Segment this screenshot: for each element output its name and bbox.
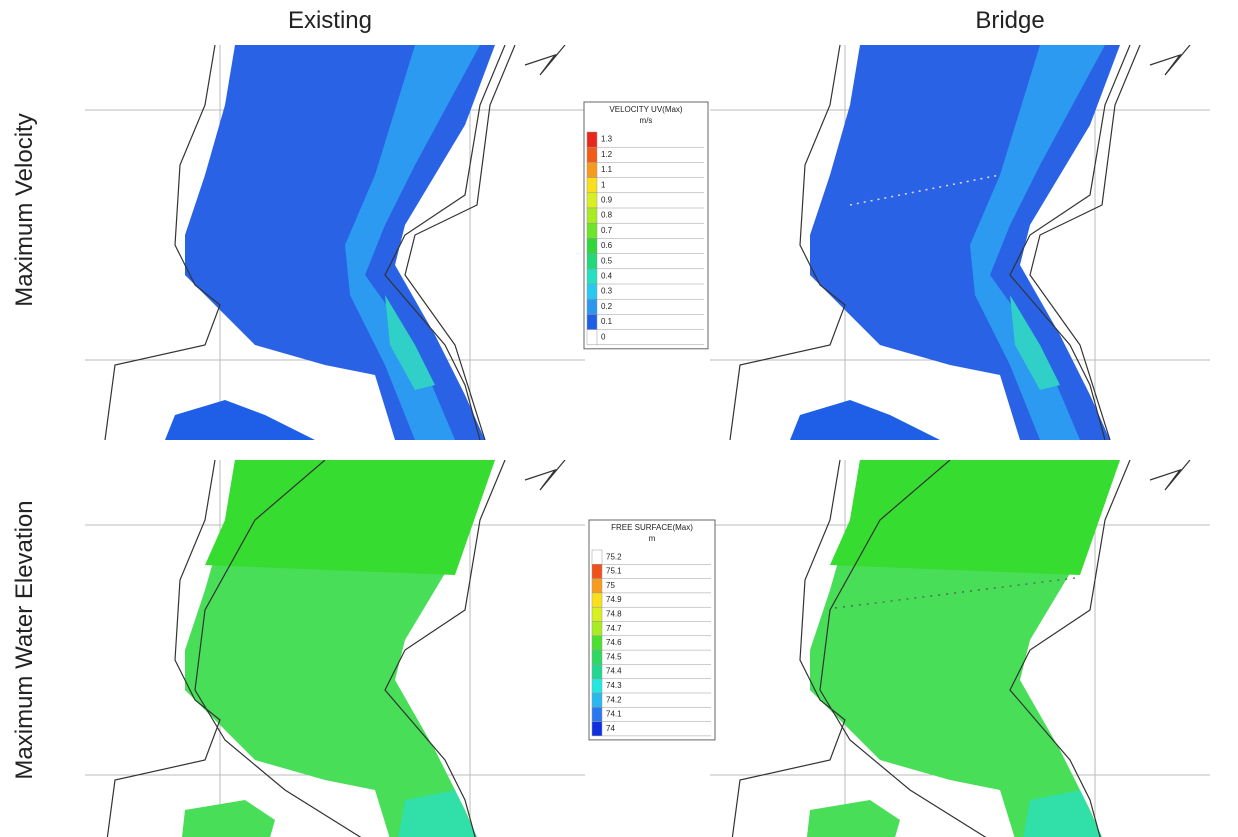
map-panel: [85, 460, 585, 837]
legend-label: 0.4: [601, 272, 613, 281]
legend-swatch: [587, 208, 597, 223]
legend-swatch: [592, 664, 602, 678]
legend-label: 75.2: [606, 552, 622, 561]
legend-swatch: [592, 636, 602, 650]
legend-swatch: [587, 238, 597, 253]
legend-swatch: [587, 147, 597, 162]
figure: Existing Bridge Maximum Velocity Maximum…: [0, 0, 1238, 837]
legend-swatch: [587, 299, 597, 314]
legend-label: 0.6: [601, 241, 613, 250]
legend-label: 74.7: [606, 624, 622, 633]
legend-label: 1.1: [601, 165, 613, 174]
legend-title: FREE SURFACE(Max): [611, 523, 693, 532]
legend-label: 74.8: [606, 609, 622, 618]
map-panel: [710, 460, 1210, 837]
legend-label: 0.8: [601, 211, 613, 220]
legend-swatch: [587, 330, 597, 345]
legend-label: 1.3: [601, 135, 613, 144]
legend-swatch: [592, 693, 602, 707]
legend-label: 0.3: [601, 287, 613, 296]
legend-label: 0: [601, 332, 606, 341]
legend-label: 0.9: [601, 196, 613, 205]
legend-label: 74: [606, 724, 615, 733]
legend-swatch: [587, 254, 597, 269]
legend-swatch: [587, 223, 597, 238]
legend-title: VELOCITY UV(Max): [609, 105, 683, 114]
row-header: Maximum Velocity: [11, 113, 38, 306]
legend-swatch: [587, 284, 597, 299]
legend-swatch: [592, 607, 602, 621]
map-panel: [710, 45, 1210, 440]
legend-swatch: [587, 193, 597, 208]
legend-swatch: [592, 707, 602, 721]
legend-swatch: [592, 550, 602, 564]
legend-swatch: [587, 162, 597, 177]
legend-label: 75: [606, 581, 615, 590]
legend-swatch: [592, 564, 602, 578]
map-panel: [85, 45, 585, 440]
column-header: Bridge: [975, 7, 1044, 34]
legend-unit: m: [649, 534, 656, 543]
legend-label: 74.6: [606, 638, 622, 647]
legend-label: 0.7: [601, 226, 613, 235]
legend-swatch: [592, 679, 602, 693]
legend-label: 1.2: [601, 150, 613, 159]
legend-swatch: [592, 722, 602, 736]
legend-label: 0.2: [601, 302, 613, 311]
legend-swatch: [592, 593, 602, 607]
legend-swatch: [587, 314, 597, 329]
legend-label: 0.1: [601, 317, 613, 326]
legend-label: 74.3: [606, 681, 622, 690]
legends: VELOCITY UV(Max) m/s 1.3 1.2 1.1 1 0.9 0.8 0.7 0.…: [584, 102, 715, 740]
legend-swatch: [592, 622, 602, 636]
legend-unit: m/s: [640, 116, 653, 125]
legend-swatch: [587, 178, 597, 193]
legend-swatch: [592, 650, 602, 664]
legend-label: 0.5: [601, 256, 613, 265]
legend-label: 1: [601, 180, 606, 189]
legend-swatch: [587, 132, 597, 147]
legend-label: 74.4: [606, 667, 622, 676]
legend-swatch: [592, 579, 602, 593]
column-header: Existing: [288, 7, 372, 34]
legend-label: 74.1: [606, 710, 622, 719]
legend-label: 74.9: [606, 595, 622, 604]
row-header: Maximum Water Elevation: [11, 500, 38, 779]
legend-label: 75.1: [606, 567, 622, 576]
legend-swatch: [587, 269, 597, 284]
legend-label: 74.2: [606, 695, 622, 704]
legend-label: 74.5: [606, 652, 622, 661]
